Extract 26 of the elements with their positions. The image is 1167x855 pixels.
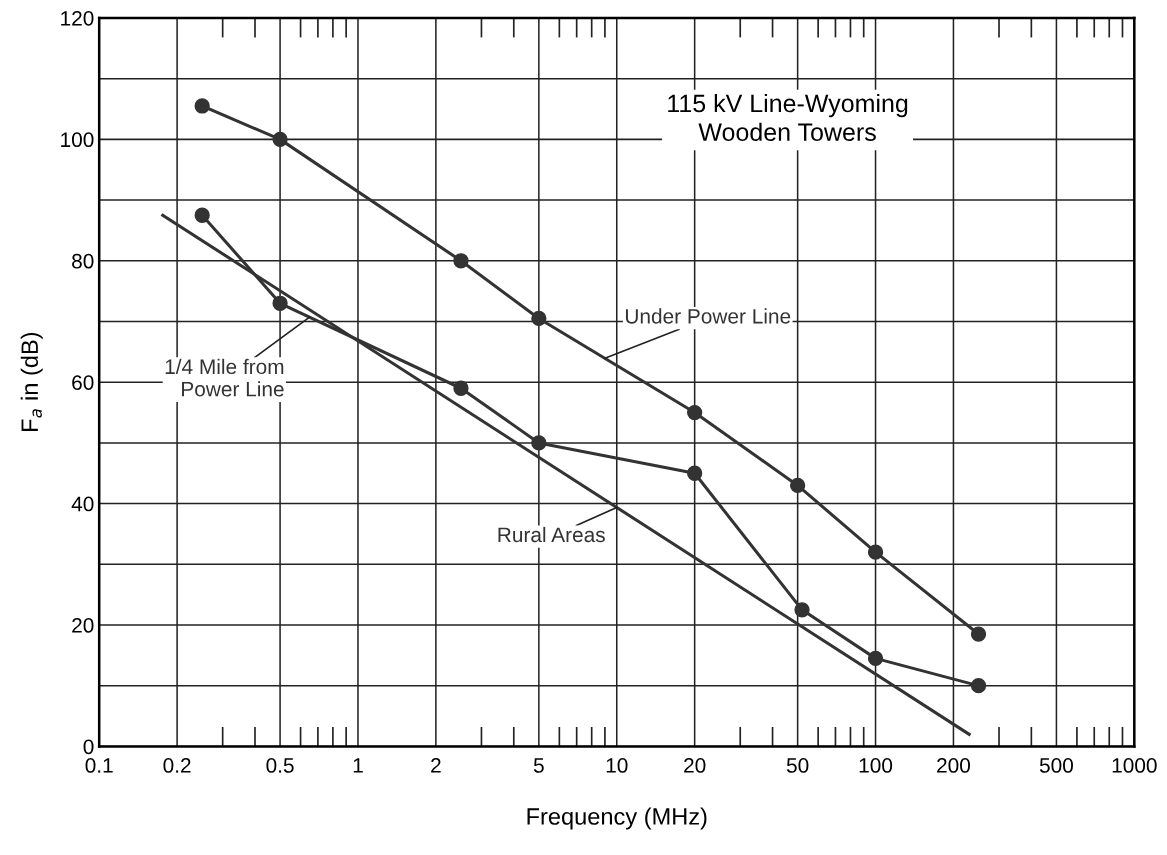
x-tick-label: 0.2 xyxy=(163,758,191,773)
y-tick-label: 60 xyxy=(72,375,94,390)
x-tick-label: 0.5 xyxy=(266,758,294,773)
y-tick-label: 40 xyxy=(71,496,94,512)
y-tick-label: 100 xyxy=(61,132,94,148)
series-label: Rural Areas xyxy=(498,526,605,543)
x-tick-label: 5 xyxy=(533,758,544,773)
x-axis-title: Frequency (MHz) xyxy=(527,807,707,830)
x-tick-label: 2 xyxy=(431,758,441,773)
x-tick-label: 1 xyxy=(353,758,363,773)
y-tick-label: 20 xyxy=(72,618,94,633)
x-tick-label: 200 xyxy=(937,758,971,773)
x-tick-label: 20 xyxy=(684,758,706,773)
x-tick-label: 100 xyxy=(859,758,893,773)
text: 1/4 Mile from Power Line xyxy=(165,358,284,397)
x-tick-label: 0.1 xyxy=(85,758,113,773)
y-axis-title: F$_{a}$ in (dB) xyxy=(20,332,43,432)
y-tick-label: 120 xyxy=(61,10,94,26)
series-label: Under Power Line xyxy=(625,308,791,324)
x-tick-label: 1000 xyxy=(1112,758,1157,773)
x-tick-label: 50 xyxy=(786,758,809,773)
annotation: 115 kV Line-Wyoming Wooden Towers xyxy=(668,93,908,142)
x-tick-label: 500 xyxy=(1039,758,1073,773)
x-tick-label: 10 xyxy=(606,758,628,773)
y-tick-label: 0 xyxy=(83,739,94,755)
y-tick-label: 80 xyxy=(72,253,94,269)
